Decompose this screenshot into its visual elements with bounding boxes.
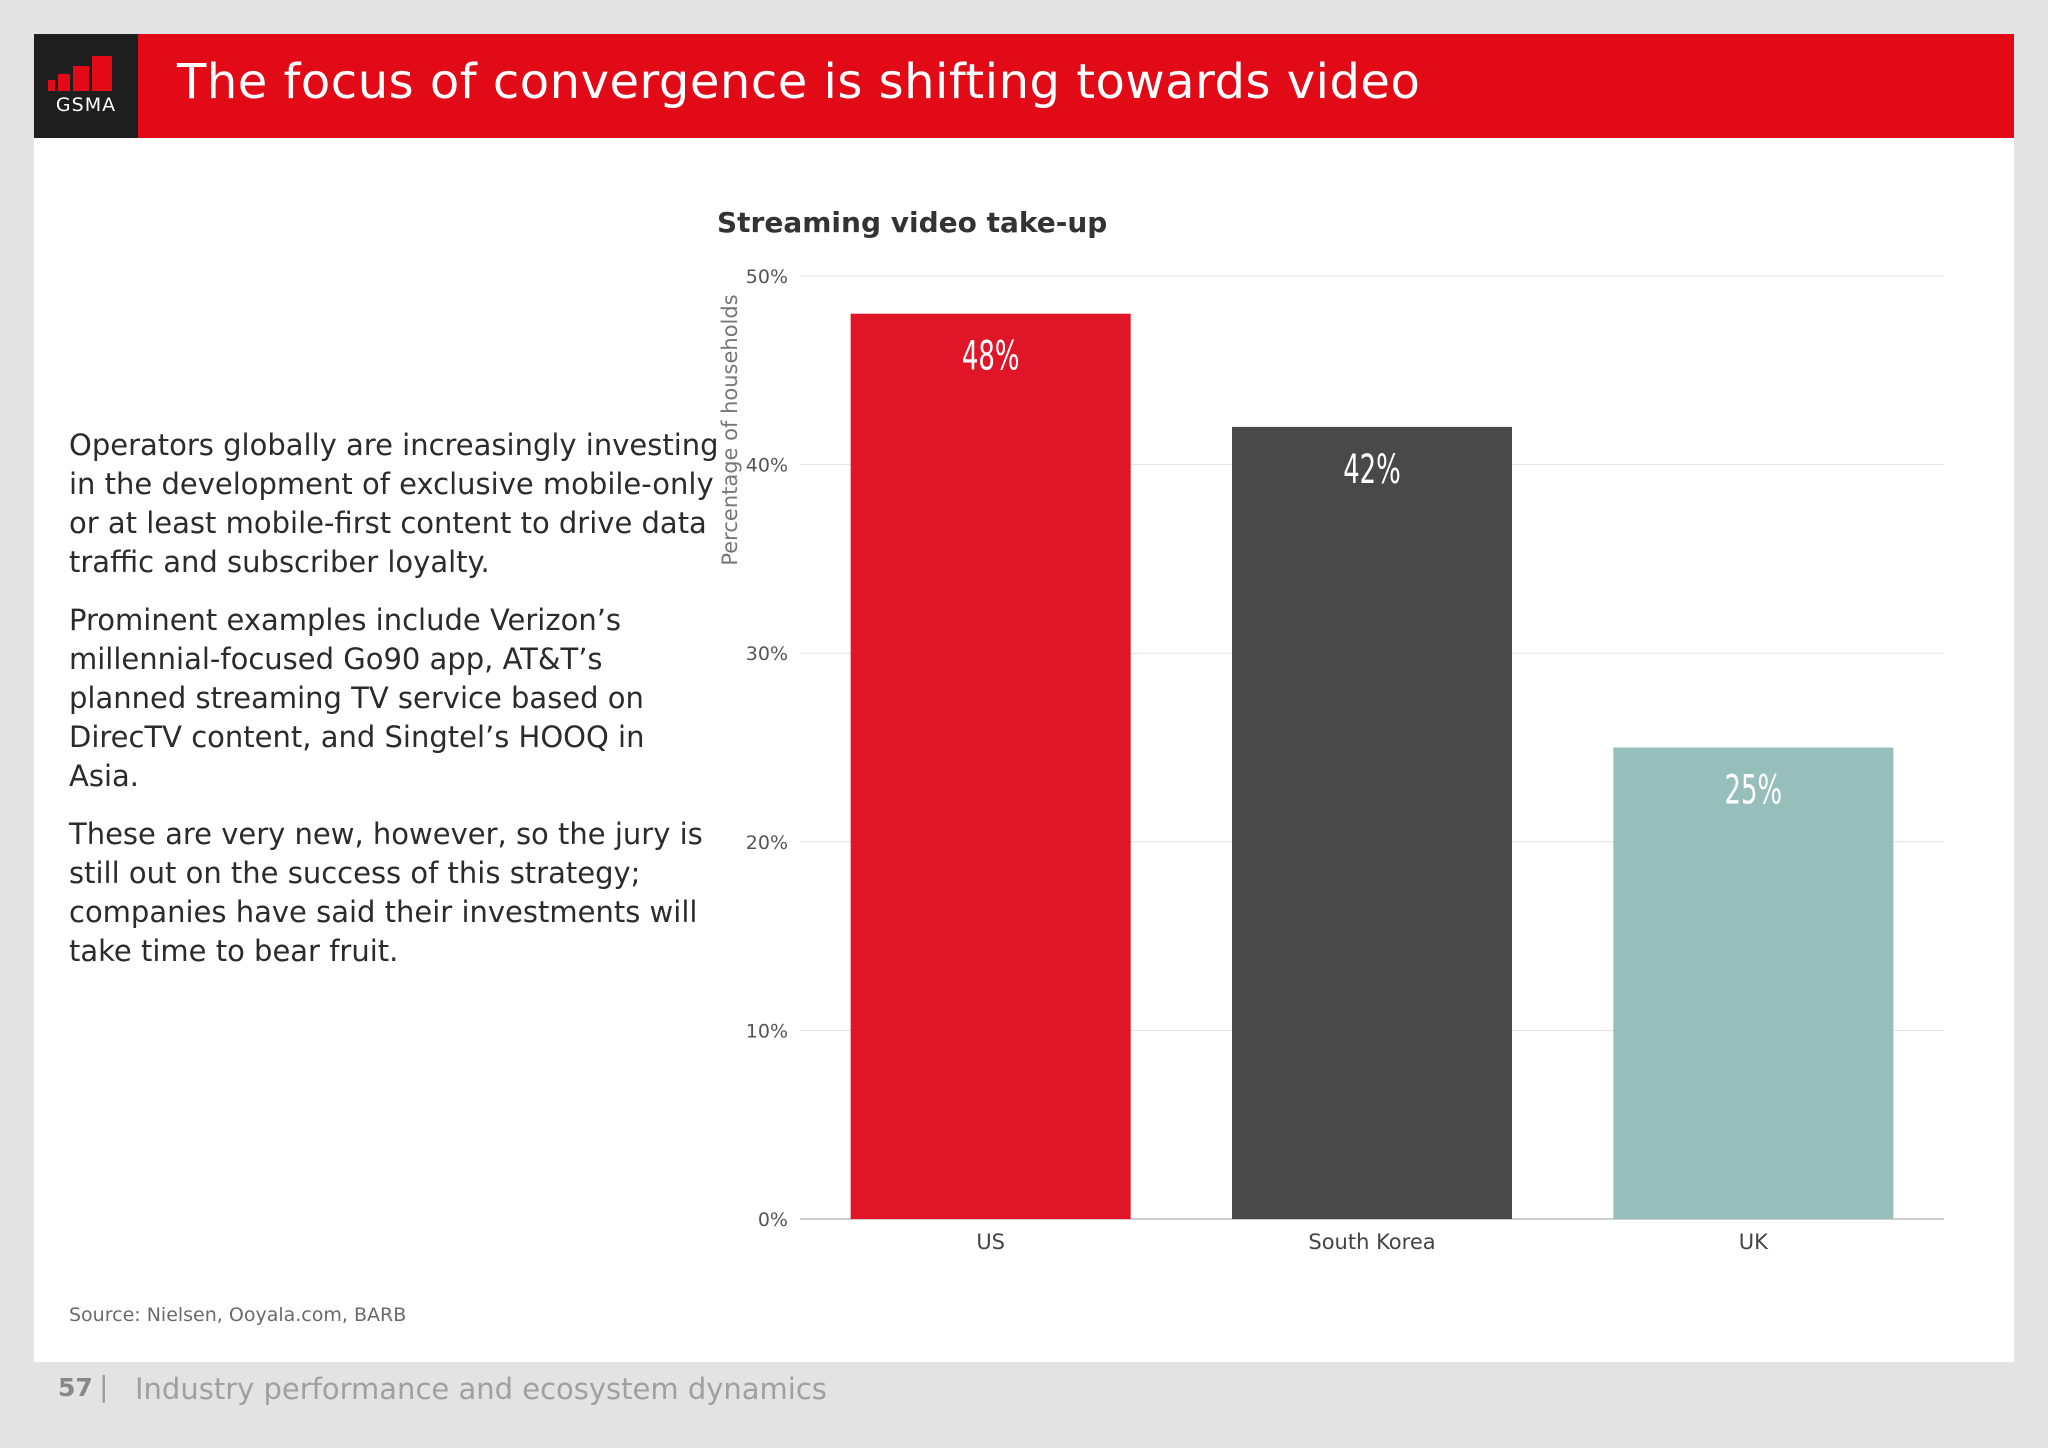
bar-chart: 0% 10% 20% 30% 40% 50%Percentage of household… [718, 266, 1944, 1254]
y-tick-label: 40% [746, 455, 788, 477]
x-tick-label: South Korea [1308, 1230, 1435, 1254]
y-tick-label: 50% [746, 266, 788, 288]
logo-bars-icon [48, 56, 112, 91]
bar-value-label: 42% [1343, 447, 1401, 493]
gsma-logo: GSMA [34, 34, 138, 138]
x-tick-label: UK [1739, 1230, 1769, 1254]
body-text: Operators globally are increasingly inve… [69, 426, 719, 990]
chart-title: Streaming video take-up [717, 206, 1108, 239]
y-tick-label: 0% [758, 1209, 788, 1231]
y-tick-label: 10% [746, 1020, 788, 1042]
bar-uk [1613, 747, 1894, 1219]
footer-section-title: Industry performance and ecosystem dynam… [135, 1372, 827, 1406]
logo-text: GSMA [55, 94, 117, 116]
source-note: Source: Nielsen, Ooyala.com, BARB [69, 1304, 407, 1326]
y-tick-label: 30% [746, 643, 788, 665]
page-title: The focus of convergence is shifting tow… [177, 54, 1421, 110]
paragraph-3: These are very new, however, so the jury… [69, 817, 703, 968]
paragraph-2: Prominent examples include Verizon’s mil… [69, 603, 645, 793]
page-number: 57 [58, 1373, 93, 1402]
y-axis-label: Percentage of households [718, 294, 742, 565]
header-banner: GSMA The focus of convergence is shiftin… [34, 34, 2014, 138]
slide: GSMA The focus of convergence is shiftin… [34, 34, 2014, 1362]
y-tick-label: 20% [746, 832, 788, 854]
footer-separator: | [99, 1370, 109, 1403]
bar-value-label: 48% [962, 334, 1020, 380]
bar-us [850, 313, 1131, 1220]
bar-value-label: 25% [1725, 768, 1783, 814]
paragraph-1: Operators globally are increasingly inve… [69, 428, 719, 579]
x-tick-label: US [976, 1230, 1005, 1254]
bar-south-korea [1232, 426, 1512, 1219]
